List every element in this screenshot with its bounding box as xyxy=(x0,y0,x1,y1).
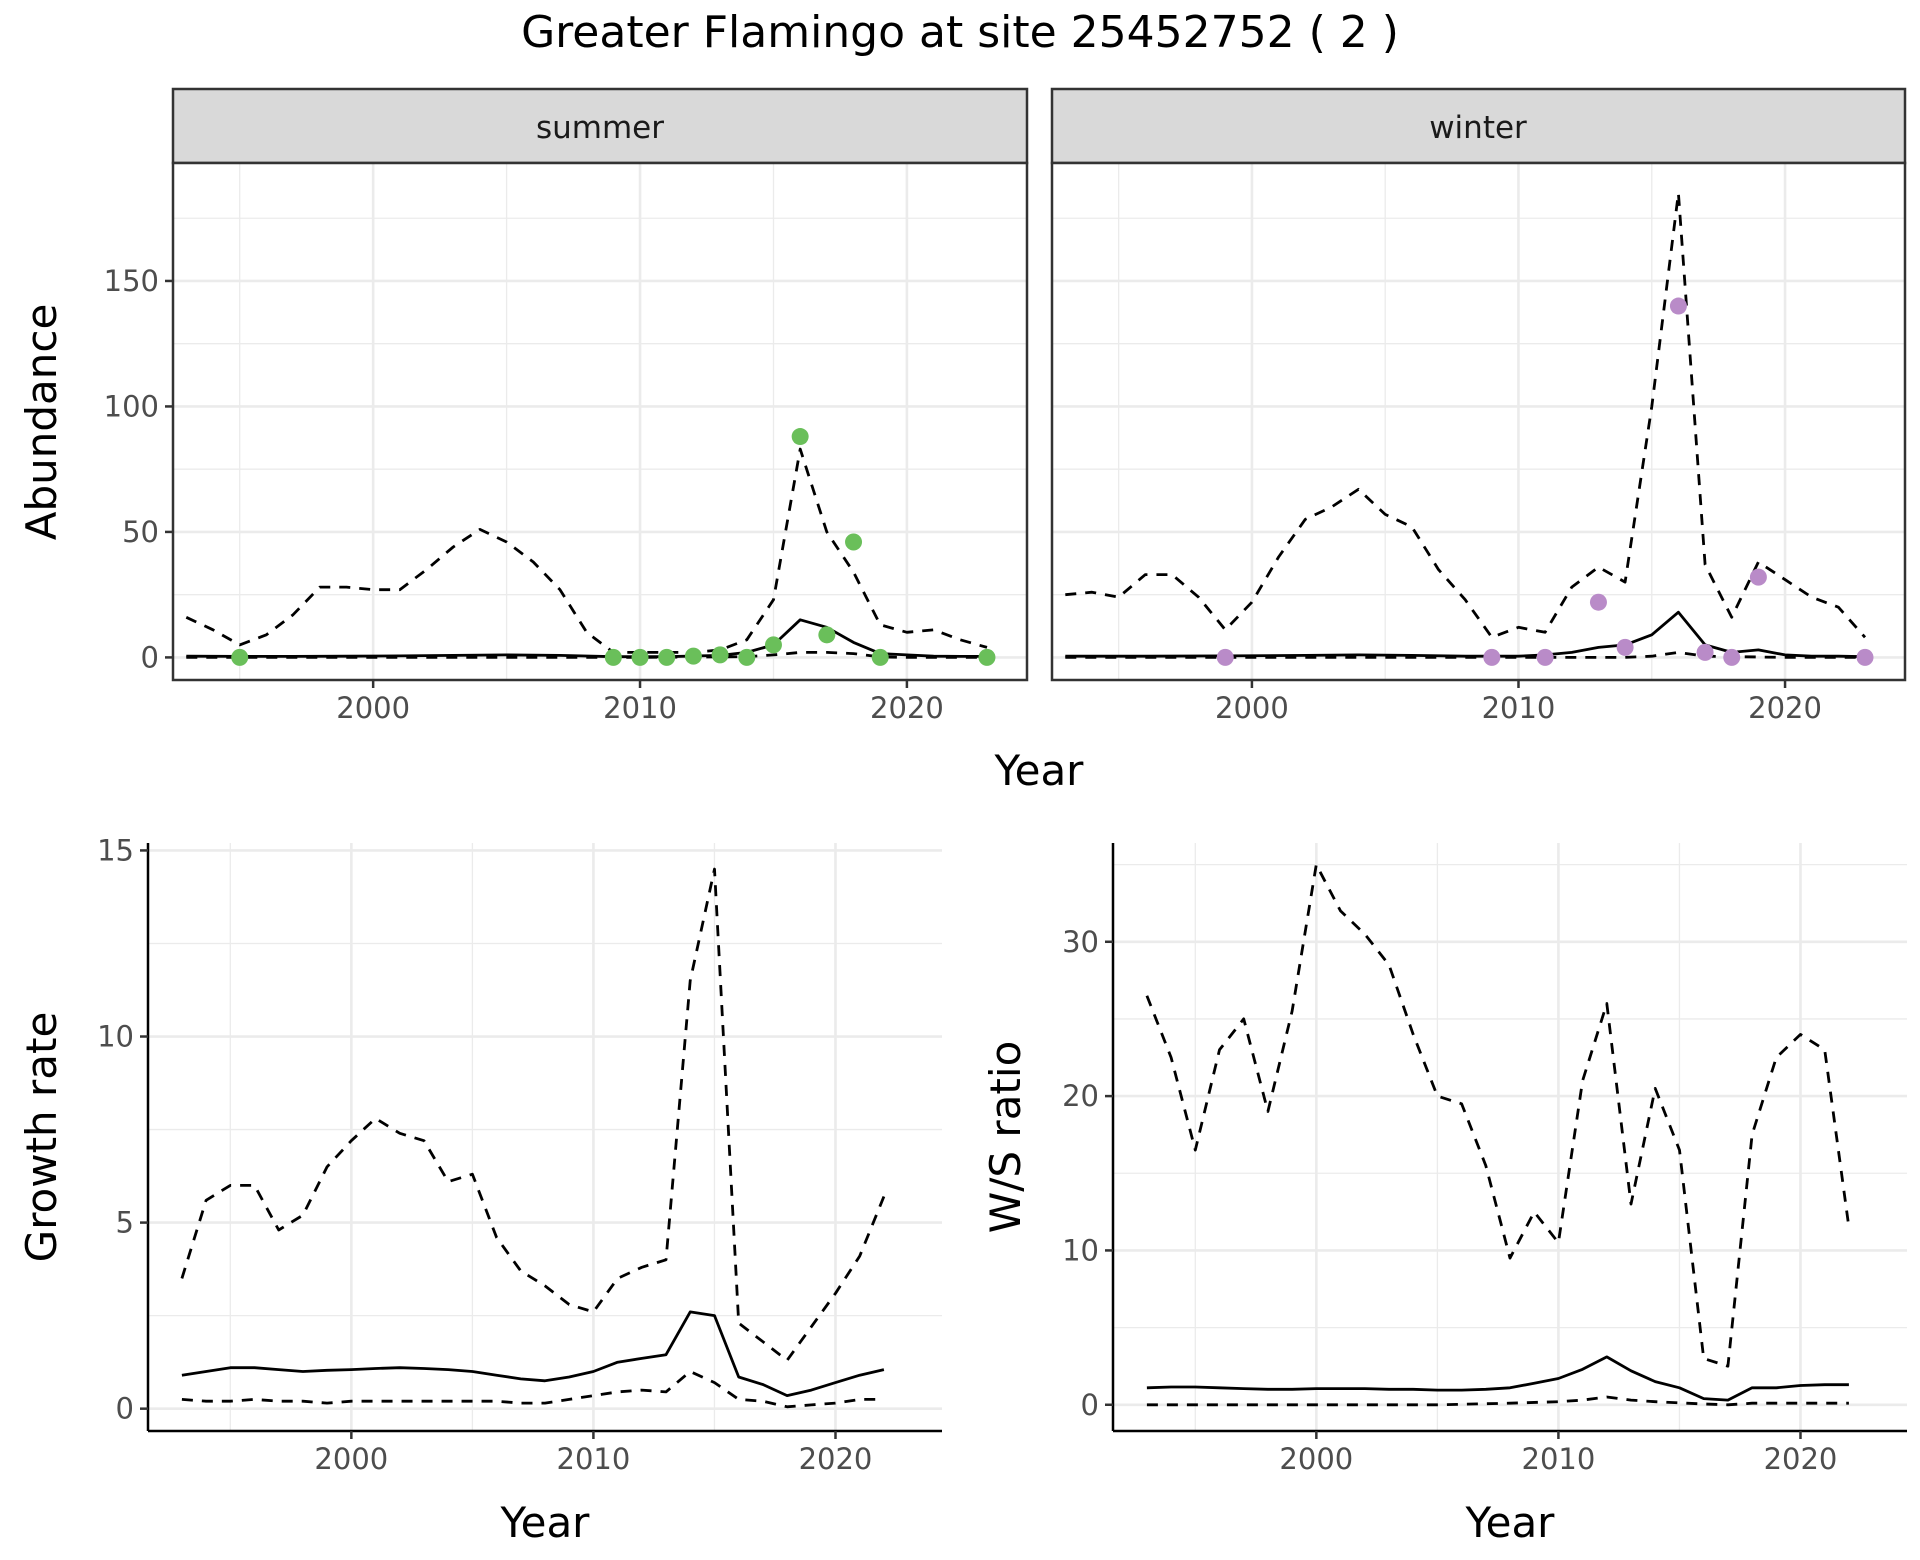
data-point xyxy=(1696,643,1714,661)
x-tick-label: 2000 xyxy=(336,691,410,725)
x-tick-label: 2010 xyxy=(1482,691,1556,725)
ws-y-axis-title: W/S ratio xyxy=(981,1041,1030,1234)
data-point xyxy=(604,648,622,666)
panel-winter: winter 2000 2010 2020 xyxy=(1050,87,1907,725)
data-point xyxy=(658,648,676,666)
y-axis-ticks-growth: 0 5 10 15 xyxy=(97,833,148,1426)
x-axis-ticks-summer: 2000 2010 2020 xyxy=(336,680,944,725)
strip-summer-label: summer xyxy=(536,110,664,146)
y-tick-label: 15 xyxy=(97,833,134,867)
panel-border-winter xyxy=(1050,161,1907,682)
ws-x-axis-title: Year xyxy=(1465,1498,1556,1547)
data-point xyxy=(1589,593,1607,611)
x-tick-label: 2000 xyxy=(1279,1442,1353,1476)
data-point xyxy=(738,648,756,666)
plot-area-winter xyxy=(1052,163,1905,680)
y-tick-label: 0 xyxy=(1081,1388,1099,1422)
data-point xyxy=(764,636,782,654)
gridlines-growth xyxy=(148,843,942,1431)
y-tick-label: 50 xyxy=(122,515,159,549)
estimate-line xyxy=(1065,610,1866,659)
data-point xyxy=(1749,568,1767,586)
data-point xyxy=(978,648,996,666)
data-point xyxy=(871,648,889,666)
data-point xyxy=(1616,638,1634,656)
gridlines-summer xyxy=(173,163,1027,680)
panel-ws-ratio: 0 10 20 30 2000 2010 2020 W/S ratio Year xyxy=(981,843,1907,1547)
estimate-line xyxy=(181,1310,885,1397)
x-axis-ticks-ws: 2000 2010 2020 xyxy=(1279,1431,1837,1476)
data-point xyxy=(1536,648,1554,666)
bound-line xyxy=(186,651,987,659)
data-point xyxy=(1669,297,1687,315)
y-axis-ticks-ws: 0 10 20 30 xyxy=(1062,925,1113,1422)
bound-line xyxy=(1146,1395,1849,1407)
x-tick-label: 2010 xyxy=(603,691,677,725)
bound-line xyxy=(1145,863,1851,1368)
data-point xyxy=(631,648,649,666)
x-tick-label: 2000 xyxy=(314,1442,388,1476)
abundance-x-axis-title: Year xyxy=(994,746,1085,795)
series-ws xyxy=(1145,863,1851,1407)
y-tick-label: 0 xyxy=(116,1392,134,1426)
series-growth xyxy=(180,867,886,1409)
x-tick-label: 2020 xyxy=(1764,1442,1838,1476)
x-tick-label: 2010 xyxy=(1522,1442,1596,1476)
bound-line xyxy=(180,867,886,1362)
growth-x-axis-title: Year xyxy=(500,1498,591,1547)
data-point xyxy=(1723,648,1741,666)
data-point xyxy=(231,648,249,666)
plot-area-summer xyxy=(173,163,1027,680)
growth-y-axis-title: Growth rate xyxy=(17,1012,66,1263)
data-point xyxy=(711,646,729,664)
y-tick-label: 150 xyxy=(104,264,159,298)
x-tick-label: 2000 xyxy=(1215,691,1289,725)
strip-summer-bg xyxy=(171,87,1029,165)
data-point xyxy=(791,428,809,446)
y-axis-ticks-summer: 0 50 100 150 xyxy=(104,264,173,674)
x-axis-ticks-winter: 2000 2010 2020 xyxy=(1215,680,1822,725)
series-winter xyxy=(1065,191,1874,666)
bound-line xyxy=(181,1370,884,1409)
x-tick-label: 2020 xyxy=(799,1442,873,1476)
abundance-y-axis-title: Abundance xyxy=(17,304,66,541)
plot-area-ws xyxy=(1113,843,1907,1431)
bound-line xyxy=(1065,651,1865,659)
data-point xyxy=(684,647,702,665)
bound-line xyxy=(1065,191,1867,639)
data-point xyxy=(845,533,863,551)
estimate-line xyxy=(1146,1355,1849,1402)
strip-winter-bg xyxy=(1050,87,1907,165)
plot-area-growth xyxy=(148,843,942,1431)
gridlines-ws xyxy=(1113,843,1907,1431)
y-tick-label: 100 xyxy=(104,389,159,423)
panel-border-summer xyxy=(171,161,1029,682)
figure-title: Greater Flamingo at site 25452752 ( 2 ) xyxy=(521,7,1399,58)
data-point xyxy=(1483,648,1501,666)
y-tick-label: 5 xyxy=(116,1206,134,1240)
y-tick-label: 10 xyxy=(1062,1233,1099,1267)
series-summer xyxy=(185,428,996,666)
y-tick-label: 30 xyxy=(1062,925,1099,959)
x-tick-label: 2020 xyxy=(870,691,944,725)
y-tick-label: 20 xyxy=(1062,1079,1099,1113)
strip-winter-label: winter xyxy=(1429,110,1527,146)
panel-summer: summer 0 50 100 150 2000 2010 2020 xyxy=(104,87,1029,725)
panel-growth-rate: 0 5 10 15 2000 2010 2020 Growth rate Year xyxy=(17,833,942,1547)
bound-line xyxy=(185,447,988,654)
data-point xyxy=(1216,648,1234,666)
data-point xyxy=(1856,648,1874,666)
y-tick-label: 10 xyxy=(97,1020,134,1054)
x-axis-ticks-growth: 2000 2010 2020 xyxy=(314,1431,872,1476)
x-tick-label: 2020 xyxy=(1748,691,1822,725)
y-tick-label: 0 xyxy=(141,640,159,674)
x-tick-label: 2010 xyxy=(557,1442,631,1476)
data-point xyxy=(818,626,836,644)
